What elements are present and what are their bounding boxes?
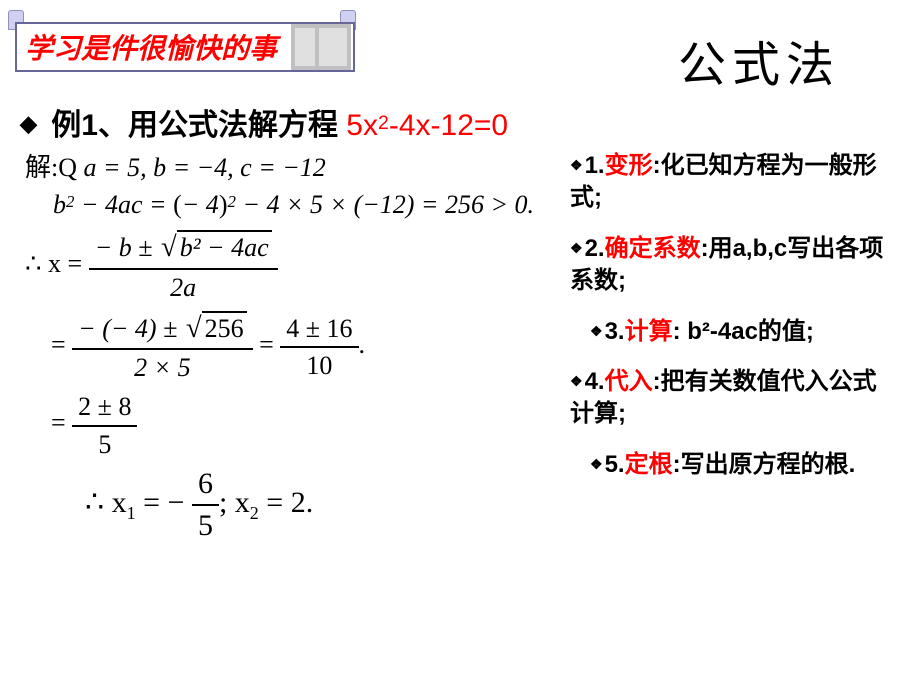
bullet-icon: ❖: [590, 456, 603, 472]
step-4: ❖4.代入:把有关数值代入公式计算;: [570, 366, 900, 431]
banner-image: [291, 24, 351, 70]
step-1: ❖1.变形:化已知方程为一般形式;: [570, 150, 900, 215]
math-line-6: ∴ x1 = − 6 5 ; x2 = 2.: [85, 466, 545, 544]
math-line-4: = − (− 4) ± 256 2 × 5 = 4 ± 16 10 .: [51, 311, 545, 384]
banner: 学习是件很愉快的事: [15, 22, 355, 72]
step-3: ❖3.计算: b²-4ac的值;: [590, 316, 900, 348]
example-equation: 5x2-4x-12=0: [346, 109, 508, 142]
bullet-icon: ❖: [570, 373, 583, 389]
bullet-icon: ◆: [20, 111, 37, 136]
math-line-1: 解:Q a = 5, b = −4, c = −12: [25, 152, 545, 183]
steps-list: ❖1.变形:化已知方程为一般形式; ❖2.确定系数:用a,b,c写出各项系数; …: [570, 150, 900, 499]
step-5: ❖5.定根:写出原方程的根.: [590, 449, 900, 481]
bullet-icon: ❖: [570, 240, 583, 256]
solution-work: 解:Q a = 5, b = −4, c = −12 b2 − 4ac = (−…: [25, 152, 545, 550]
example-heading: ◆ 例1、用公式法解方程 5x2-4x-12=0: [20, 100, 508, 144]
math-line-5: = 2 ± 8 5: [51, 391, 545, 459]
step-2: ❖2.确定系数:用a,b,c写出各项系数;: [570, 233, 900, 298]
bullet-icon: ❖: [590, 323, 603, 339]
example-prefix: 例1、用公式法解方程: [51, 109, 338, 142]
math-line-2: b2 − 4ac = (− 4)2 − 4 × 5 × (−12) = 256 …: [53, 189, 545, 220]
bullet-icon: ❖: [570, 157, 583, 173]
page-title: 公式法: [678, 25, 840, 95]
math-line-3: ∴ x = − b ± b² − 4ac 2a: [25, 230, 545, 303]
banner-text: 学习是件很愉快的事: [25, 27, 277, 67]
